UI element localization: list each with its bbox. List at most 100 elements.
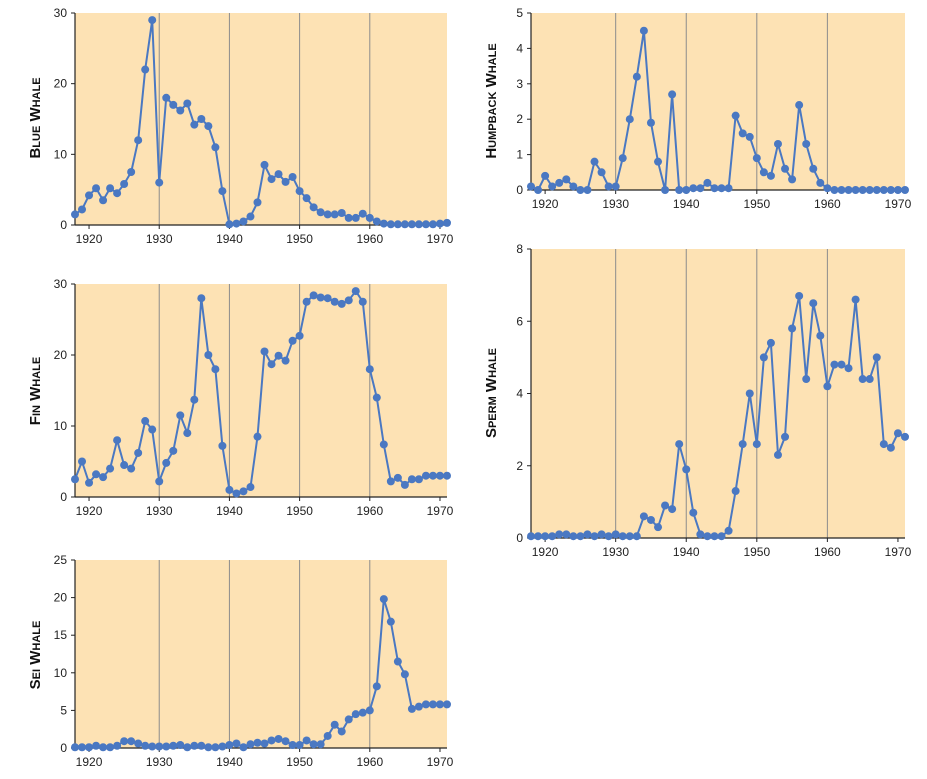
y-tick-label: 5 (516, 6, 523, 20)
data-point-1934 (183, 99, 192, 108)
data-point-1936 (654, 157, 663, 166)
data-point-1926 (127, 464, 136, 473)
data-point-1966 (407, 704, 416, 713)
data-point-1962 (837, 360, 846, 369)
data-point-1959 (816, 331, 825, 340)
data-point-1964 (393, 220, 402, 229)
x-tick-label: 1960 (356, 755, 383, 769)
data-point-1919 (78, 457, 87, 466)
data-point-1930 (155, 477, 164, 486)
data-point-1956 (337, 299, 346, 308)
data-point-1936 (654, 523, 663, 532)
data-point-1937 (661, 186, 670, 194)
data-point-1931 (618, 532, 627, 541)
data-point-1936 (197, 115, 206, 123)
data-point-1919 (534, 186, 543, 194)
data-point-1970 (435, 471, 444, 480)
data-point-1928 (597, 168, 606, 177)
data-point-1924 (113, 189, 122, 198)
data-point-1967 (872, 186, 881, 194)
data-point-1934 (183, 429, 192, 438)
data-point-1964 (393, 657, 402, 666)
data-point-1957 (802, 375, 811, 384)
data-point-1947 (731, 487, 740, 496)
data-point-1969 (886, 186, 895, 194)
x-tick-label: 1940 (216, 232, 243, 246)
x-tick-label: 1920 (76, 232, 103, 246)
data-point-1919 (534, 532, 543, 541)
x-tick-label: 1950 (743, 545, 770, 559)
data-point-1954 (323, 210, 332, 219)
y-tick-label: 0 (60, 741, 67, 755)
data-point-1963 (386, 477, 395, 486)
data-point-1965 (400, 480, 409, 489)
data-point-1922 (99, 743, 108, 752)
data-point-1943 (246, 740, 255, 749)
chart-panel-0: 1920 1930 1940 1950 1960 1970 0 10 20 30 Blue Whal… (27, 6, 454, 246)
data-point-1956 (795, 101, 804, 110)
data-point-1948 (738, 440, 747, 449)
data-point-1928 (141, 65, 150, 74)
data-point-1929 (148, 425, 157, 434)
data-point-1933 (176, 740, 185, 749)
data-point-1941 (232, 219, 241, 228)
data-point-1951 (759, 168, 768, 177)
data-point-1931 (162, 93, 171, 102)
x-tick-label: 1970 (427, 232, 454, 246)
data-point-1968 (421, 471, 430, 480)
data-point-1958 (351, 710, 360, 719)
data-point-1926 (127, 168, 136, 176)
data-point-1970 (893, 429, 902, 438)
y-axis-label: Sei Whale (27, 621, 44, 690)
data-point-1927 (134, 739, 143, 748)
data-point-1946 (267, 360, 276, 369)
data-point-1970 (893, 186, 902, 194)
data-point-1965 (858, 186, 867, 194)
data-point-1932 (625, 532, 634, 541)
data-point-1955 (330, 720, 339, 729)
data-point-1967 (414, 220, 423, 229)
data-point-1937 (204, 122, 213, 131)
y-tick-label: 5 (60, 703, 67, 717)
data-point-1964 (851, 186, 860, 194)
data-point-1928 (141, 417, 150, 426)
data-point-1934 (183, 743, 192, 752)
data-point-1944 (710, 184, 719, 193)
data-point-1925 (120, 180, 129, 189)
data-point-1968 (879, 186, 888, 194)
data-point-1945 (717, 532, 726, 541)
data-point-1953 (773, 450, 782, 459)
data-point-1959 (358, 297, 367, 306)
data-point-1933 (632, 72, 641, 81)
data-point-1923 (106, 743, 115, 752)
data-point-1968 (421, 700, 430, 709)
y-axis-label: Fin Whale (27, 357, 44, 425)
data-point-1952 (309, 291, 318, 300)
data-point-1942 (696, 184, 705, 193)
data-point-1955 (330, 297, 339, 306)
y-axis-label: Sperm Whale (483, 348, 500, 438)
x-tick-label: 1960 (356, 504, 383, 518)
y-tick-label: 30 (54, 277, 68, 291)
data-point-1970 (435, 700, 444, 709)
data-point-1931 (162, 742, 171, 751)
data-point-1952 (309, 203, 318, 212)
x-tick-label: 1970 (885, 197, 912, 211)
data-point-1965 (858, 375, 867, 384)
data-point-1962 (379, 595, 388, 604)
data-point-1955 (788, 324, 797, 333)
data-point-1958 (809, 299, 818, 308)
y-tick-label: 20 (54, 348, 68, 362)
data-point-1964 (393, 473, 402, 482)
data-point-1925 (576, 186, 585, 194)
data-point-1928 (597, 530, 606, 539)
data-point-1961 (830, 360, 839, 369)
data-point-1945 (260, 347, 269, 356)
y-tick-label: 6 (516, 314, 523, 328)
data-point-1935 (190, 741, 199, 750)
data-point-1943 (246, 483, 255, 492)
data-point-1951 (302, 194, 311, 203)
data-point-1922 (555, 178, 564, 187)
x-tick-label: 1960 (356, 232, 383, 246)
data-point-1950 (752, 440, 761, 449)
